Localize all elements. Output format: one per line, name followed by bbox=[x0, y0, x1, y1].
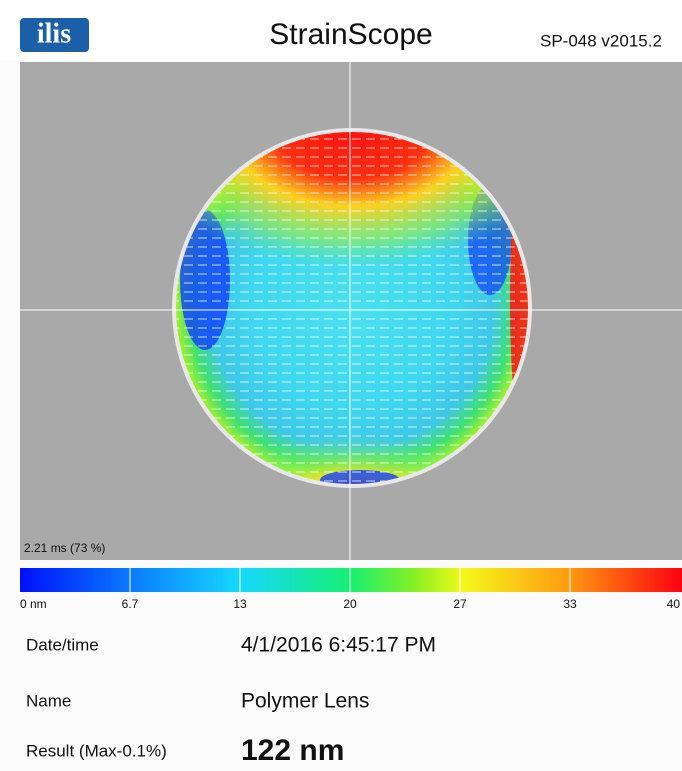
info-value: 4/1/2016 6:45:17 PM bbox=[241, 634, 436, 657]
info-label: Result (Max-0.1%) bbox=[26, 741, 167, 760]
info-value: 122 nm bbox=[241, 734, 344, 767]
logo-text: ilis bbox=[37, 18, 71, 49]
colorbar-label: 0 nm bbox=[20, 597, 47, 611]
colorbar-label: 20 bbox=[343, 597, 357, 611]
exposure-overlay: 2.21 ms (73 %) bbox=[24, 541, 105, 555]
colorbar-label: 6.7 bbox=[122, 597, 139, 611]
colorbar-label: 33 bbox=[563, 597, 577, 611]
colorbar bbox=[20, 568, 682, 592]
colorbar-label: 40 bbox=[667, 597, 681, 611]
colorbar-label: 13 bbox=[233, 597, 247, 611]
info-value: Polymer Lens bbox=[241, 690, 369, 713]
logo bbox=[20, 18, 89, 52]
version: SP-048 v2015.2 bbox=[540, 31, 662, 50]
header bbox=[0, 0, 682, 60]
colorbar-label: 27 bbox=[453, 597, 467, 611]
strain-map bbox=[176, 132, 528, 484]
info-label: Date/time bbox=[26, 635, 99, 654]
app-title: StrainScope bbox=[269, 18, 432, 51]
info-label: Name bbox=[26, 691, 71, 710]
